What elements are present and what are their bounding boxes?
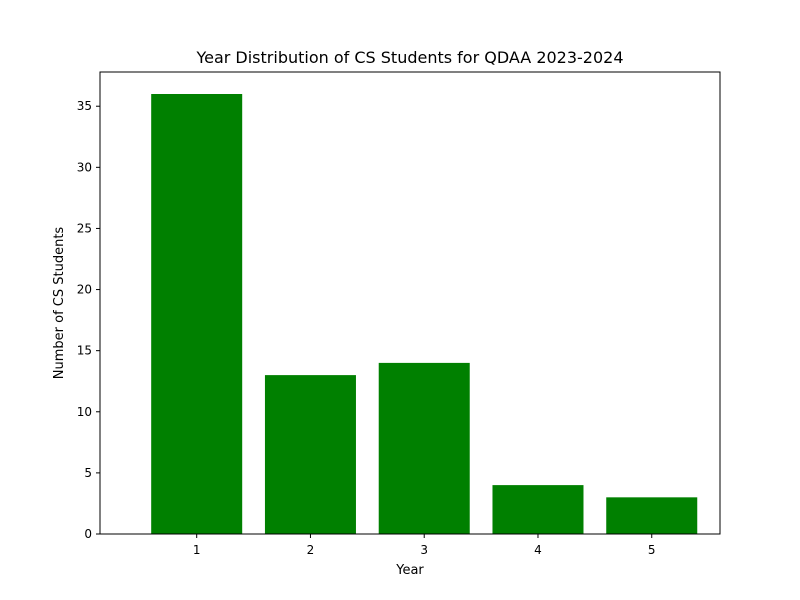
x-tick-label: 3 <box>420 543 428 557</box>
x-tick-label: 5 <box>648 543 656 557</box>
x-tick-label: 1 <box>193 543 201 557</box>
bar-year-3 <box>378 362 470 534</box>
y-tick-label: 5 <box>84 466 92 480</box>
y-tick-label: 20 <box>77 283 92 297</box>
x-tick-label: 2 <box>307 543 315 557</box>
bar-year-4 <box>492 485 584 534</box>
y-tick-label: 35 <box>77 99 92 113</box>
bar-year-5 <box>606 497 698 534</box>
y-axis-label: Number of CS Students <box>52 227 67 380</box>
chart-title: Year Distribution of CS Students for QDA… <box>195 48 623 67</box>
x-axis-label: Year <box>395 563 424 578</box>
bar-year-2 <box>264 375 356 534</box>
y-tick-label: 15 <box>77 344 92 358</box>
bar-year-1 <box>151 94 243 534</box>
y-tick-label: 30 <box>77 160 92 174</box>
y-tick-label: 0 <box>84 527 92 541</box>
plot-area: 1 2 3 4 5 0 5 10 15 20 25 30 35 <box>77 71 721 557</box>
axes-frame <box>99 71 721 535</box>
y-tick-label: 10 <box>77 405 92 419</box>
y-tick-label: 25 <box>77 221 92 235</box>
x-tick-label: 4 <box>534 543 542 557</box>
